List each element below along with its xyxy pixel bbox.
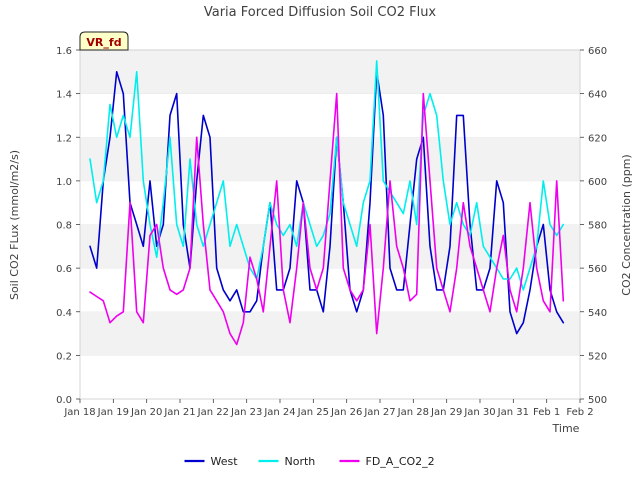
x-tick-label: Jan 26 [330,407,362,418]
plot-band [80,50,580,94]
site-badge-label: VR_fd [86,36,121,49]
y-tick-label: 1.2 [56,133,72,144]
y2-axis-label: CO2 Concentration (ppm) [620,154,633,295]
y2-tick-label: 600 [588,177,607,188]
x-tick-label: Jan 20 [130,407,162,418]
legend: West North FD_A_CO2_2 [184,455,435,468]
y2-tick-label: 540 [588,308,607,319]
series-line-west [89,71,565,335]
x-tick-label: Jan 31 [497,407,529,418]
x-tick-label: Jan 21 [163,407,195,418]
legend-label-fd-a-co2-2: FD_A_CO2_2 [366,455,435,468]
y2-tick-label: 580 [588,221,607,232]
x-tick-label: Jan 29 [430,407,462,418]
y-tick-label: 1.4 [56,90,72,101]
x-tick-label: Feb 2 [566,407,593,418]
y2-tick-label: 560 [588,264,607,275]
x-tick-label: Jan 24 [263,407,295,418]
y-tick-label: 0.4 [56,308,72,319]
legend-label-north: North [285,455,316,468]
y-tick-label: 0.6 [56,264,72,275]
axes-layer: 0.0 0.2 0.4 0.6 0.8 1.0 1.2 1.4 1.6 500 520 540 560 5… [56,46,607,418]
x-tick-label: Jan 23 [230,407,262,418]
plot-band [80,311,580,356]
y-tick-label: 0.2 [56,351,72,362]
x-tick-label: Jan 30 [463,407,495,418]
plot-band [80,268,580,312]
y2-tick-label: 660 [588,46,607,57]
plot-band [80,355,580,399]
x-tick-label: Feb 1 [533,407,560,418]
x-tick-label: Jan 25 [297,407,329,418]
y-tick-label: 1.0 [56,177,72,188]
series-layer [89,60,565,346]
legend-label-west: West [211,455,239,468]
x-tick-label: Jan 22 [197,407,229,418]
chart-title: Varia Forced Diffusion Soil CO2 Flux [204,5,437,20]
y-tick-label: 0.0 [56,395,72,406]
x-tick-label: Jan 28 [397,407,429,418]
site-badge-background [79,31,129,51]
y2-tick-label: 640 [588,90,607,101]
y-tick-label: 1.6 [56,46,72,57]
y2-tick-label: 500 [588,395,607,406]
x-tick-label: Jan 27 [363,407,395,418]
y2-tick-label: 520 [588,351,607,362]
y2-tick-label: 620 [588,133,607,144]
y-tick-label: 0.8 [56,221,72,232]
x-tick-label: Jan 18 [63,407,95,418]
site-badge: VR_fd [79,31,129,51]
series-line-fd-a-co2-2 [89,92,565,346]
x-axis-label: Time [552,422,580,435]
plot-band [80,93,580,138]
y-axis-label: Soil CO2 FLux (mmol/m2/s) [8,150,21,300]
x-tick-label: Jan 19 [97,407,129,418]
